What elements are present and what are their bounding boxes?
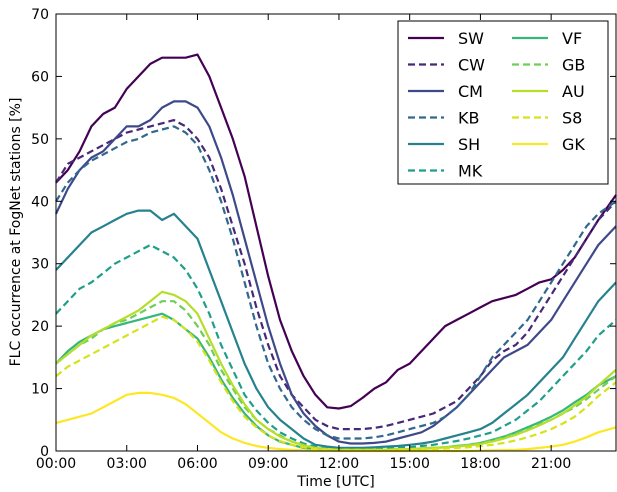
series-line-kb — [55, 125, 617, 440]
y-tick-label: 40 — [31, 194, 49, 210]
x-tick-label: 12:00 — [319, 456, 359, 472]
x-tick-label: 00:00 — [36, 456, 76, 472]
legend-label-vf: VF — [562, 29, 582, 48]
x-tick-label: 21:00 — [531, 456, 571, 472]
legend-label-gk: GK — [562, 135, 585, 154]
legend-box — [397, 20, 609, 185]
x-tick-label: 03:00 — [107, 456, 147, 472]
series-line-mk — [55, 243, 617, 451]
series-line-sw — [55, 53, 617, 410]
legend-label-gb: GB — [562, 56, 585, 75]
x-tick-label: 09:00 — [248, 456, 288, 472]
legend-label-cm: CM — [458, 82, 483, 101]
y-tick-label: 0 — [40, 444, 49, 460]
legend-label-cw: CW — [458, 56, 485, 75]
y-tick-label: 50 — [31, 132, 49, 148]
legend-label-s8: S8 — [562, 109, 582, 128]
y-tick-label: 70 — [31, 7, 49, 23]
legend-label-sh: SH — [458, 135, 480, 154]
series-line-gk — [55, 391, 617, 453]
legend-label-kb: KB — [458, 109, 479, 128]
y-tick-label: 30 — [31, 257, 49, 273]
legend-label-au: AU — [562, 82, 585, 101]
x-tick-label: 15:00 — [390, 456, 430, 472]
series-line-sh — [55, 209, 617, 449]
axis-ticks: 00:00 03:00 06:00 09:00 12:00 15:00 18:00 21:00… — [31, 7, 616, 472]
legend: SW CW CM KB SH MK VF GB AU S8 GK — [397, 20, 609, 185]
y-axis-title: FLC occurrence at FogNet stations [%] — [8, 98, 24, 367]
series-lines — [55, 53, 617, 453]
y-tick-label: 20 — [31, 319, 49, 335]
y-tick-label: 10 — [31, 382, 49, 398]
y-tick-label: 60 — [31, 69, 49, 85]
legend-label-sw: SW — [458, 29, 484, 48]
x-tick-label: 06:00 — [177, 456, 217, 472]
series-line-cw — [55, 119, 617, 431]
series-line-cm — [55, 100, 617, 445]
x-tick-label: 18:00 — [460, 456, 500, 472]
series-line-s8 — [55, 315, 617, 452]
x-axis-title: Time [UTC] — [296, 474, 374, 490]
plot-frame — [55, 13, 617, 452]
legend-label-mk: MK — [458, 162, 483, 181]
